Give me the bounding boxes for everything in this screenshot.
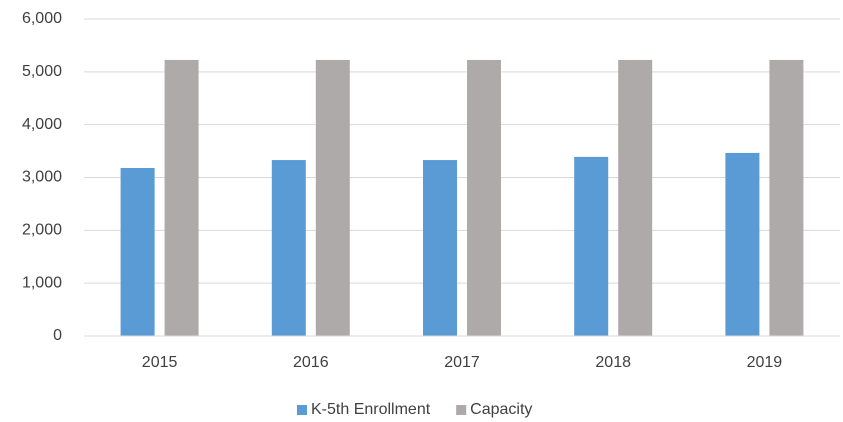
y-tick-label: 0 <box>53 327 62 344</box>
x-tick-label: 2015 <box>142 354 178 371</box>
legend-swatch <box>297 405 307 415</box>
y-tick-label: 4,000 <box>22 116 62 133</box>
x-tick-label: 2018 <box>595 354 631 371</box>
legend-swatch <box>456 405 467 415</box>
bar <box>574 156 609 336</box>
y-tick-label: 3,000 <box>22 169 62 186</box>
y-tick-label: 6,000 <box>22 10 62 27</box>
x-tick-label: 2017 <box>444 354 480 371</box>
bar <box>271 160 306 336</box>
legend-label: K-5th Enrollment <box>311 401 431 418</box>
legend-label: Capacity <box>470 401 532 418</box>
bar <box>618 59 653 337</box>
y-tick-label: 2,000 <box>22 222 62 239</box>
bar <box>467 59 501 337</box>
y-tick-label: 5,000 <box>22 63 62 80</box>
x-tick-label: 2016 <box>293 354 329 371</box>
bar <box>120 167 155 336</box>
bar <box>725 152 760 336</box>
x-tick-label: 2019 <box>747 354 783 371</box>
bar <box>769 59 804 337</box>
bar <box>315 59 350 337</box>
bar <box>164 59 199 337</box>
bar <box>423 160 457 336</box>
y-tick-label: 1,000 <box>22 274 62 291</box>
